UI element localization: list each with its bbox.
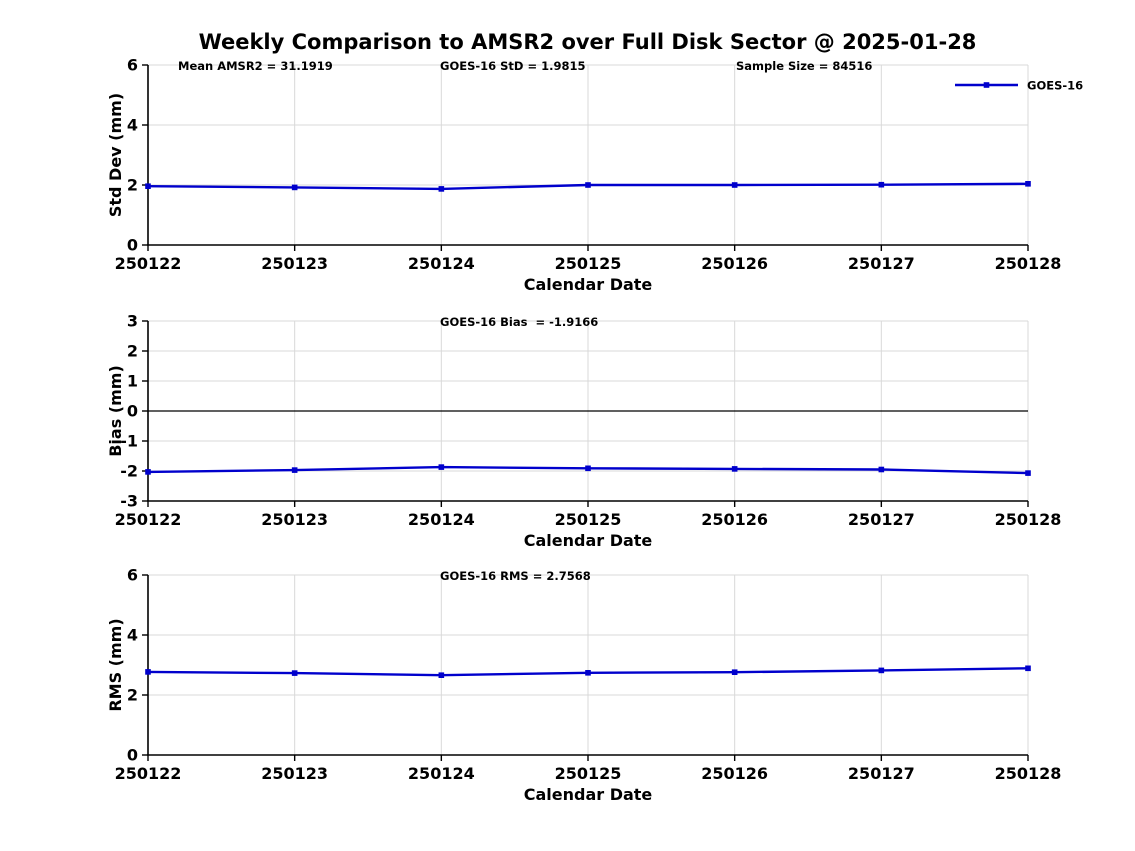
x-tick-label: 250122 (115, 764, 182, 783)
data-point-marker (1025, 470, 1031, 476)
y-axis-label: RMS (mm) (106, 618, 125, 711)
data-point-marker (291, 184, 298, 191)
legend-label: GOES-16 (1027, 79, 1083, 93)
y-tick-label: -3 (120, 492, 138, 511)
data-point-marker (145, 183, 151, 189)
legend: GOES-16 (955, 79, 1083, 93)
y-tick-label: 0 (127, 746, 138, 765)
annotation-stddev: Sample Size = 84516 (736, 59, 872, 73)
x-axis-label: Calendar Date (524, 785, 653, 804)
data-point-marker (1025, 665, 1031, 672)
data-point-marker (438, 186, 445, 192)
x-tick-label: 250122 (115, 254, 182, 273)
x-tick-label: 250128 (995, 764, 1062, 783)
x-tick-label: 250123 (261, 764, 328, 783)
data-point-marker (878, 466, 885, 473)
x-axis-label: Calendar Date (524, 531, 653, 550)
y-tick-label: 2 (127, 342, 138, 361)
x-tick-label: 250127 (848, 764, 915, 783)
chart-stddev: 250122 250123 250124 250125 250126 250127 2501… (106, 56, 1083, 295)
x-tick-label: 250124 (408, 254, 475, 273)
data-point-marker (878, 181, 885, 188)
y-tick-label: 6 (127, 56, 138, 75)
data-point-marker (438, 672, 445, 678)
y-tick-label: -1 (120, 432, 138, 451)
x-tick-label: 250123 (261, 510, 328, 529)
y-tick-labels: 3 2 1 0 -1 -2 -3 (120, 312, 148, 511)
data-point-marker (731, 182, 738, 188)
y-tick-label: -2 (120, 462, 138, 481)
series-markers-GOES-16 (145, 464, 1031, 476)
data-point-marker (145, 469, 151, 475)
y-tick-label: 0 (127, 402, 138, 421)
data-point-marker (585, 182, 591, 188)
series-markers-GOES-16 (145, 665, 1031, 678)
y-tick-label: 6 (127, 566, 138, 585)
x-tick-label: 250127 (848, 254, 915, 273)
annotation-stddev: GOES-16 StD = 1.9815 (440, 59, 585, 73)
y-tick-label: 2 (127, 176, 138, 195)
y-tick-label: 3 (127, 312, 138, 331)
x-tick-label: 250125 (555, 510, 622, 529)
x-tick-label: 250125 (555, 764, 622, 783)
y-tick-label: 4 (127, 116, 138, 135)
y-tick-label: 0 (127, 236, 138, 255)
x-tick-labels: 250122 250123 250124 250125 250126 250127 2501… (115, 755, 1062, 783)
x-tick-label: 250123 (261, 254, 328, 273)
x-tick-label: 250124 (408, 764, 475, 783)
chart-bias: 250122 250123 250124 250125 250126 250127 2501… (106, 312, 1061, 551)
x-tick-label: 250122 (115, 510, 182, 529)
data-point-marker (291, 670, 298, 676)
data-point-marker (291, 467, 298, 473)
x-tick-label: 250128 (995, 510, 1062, 529)
x-tick-labels: 250122 250123 250124 250125 250126 250127 2501… (115, 501, 1062, 529)
y-axis-label: Std Dev (mm) (106, 93, 125, 217)
y-tick-label: 1 (127, 372, 138, 391)
x-tick-label: 250125 (555, 254, 622, 273)
data-point-marker (731, 466, 738, 472)
x-axis-label: Calendar Date (524, 275, 653, 294)
chart-rms: 250122 250123 250124 250125 250126 250127 2501… (106, 566, 1061, 805)
data-point-marker (438, 464, 445, 470)
gridlines (147, 64, 1029, 246)
gridlines (147, 574, 1029, 756)
data-point-marker (731, 669, 738, 675)
data-point-marker (585, 465, 591, 472)
data-point-marker (1025, 181, 1031, 187)
x-tick-label: 250126 (701, 764, 768, 783)
annotation-stddev: Mean AMSR2 = 31.1919 (178, 59, 333, 73)
annotation-rms: GOES-16 RMS = 2.7568 (440, 569, 591, 583)
x-tick-labels: 250122 250123 250124 250125 250126 250127 2501… (115, 245, 1062, 273)
data-point-marker (878, 667, 885, 674)
y-tick-label: 4 (127, 626, 138, 645)
x-tick-label: 250126 (701, 510, 768, 529)
figure-title: Weekly Comparison to AMSR2 over Full Dis… (198, 30, 977, 54)
legend-marker (983, 82, 990, 88)
y-tick-labels: 0 2 4 6 (127, 566, 148, 765)
y-tick-labels: 0 2 4 6 (127, 56, 148, 255)
x-tick-label: 250124 (408, 510, 475, 529)
data-point-marker (145, 669, 151, 675)
x-tick-label: 250126 (701, 254, 768, 273)
x-tick-label: 250128 (995, 254, 1062, 273)
y-tick-label: 2 (127, 686, 138, 705)
data-point-marker (585, 670, 591, 676)
x-tick-label: 250127 (848, 510, 915, 529)
series-markers-GOES-16 (145, 181, 1031, 192)
y-axis-label: Bias (mm) (106, 365, 125, 457)
annotation-bias: GOES-16 Bias = -1.9166 (440, 315, 598, 329)
